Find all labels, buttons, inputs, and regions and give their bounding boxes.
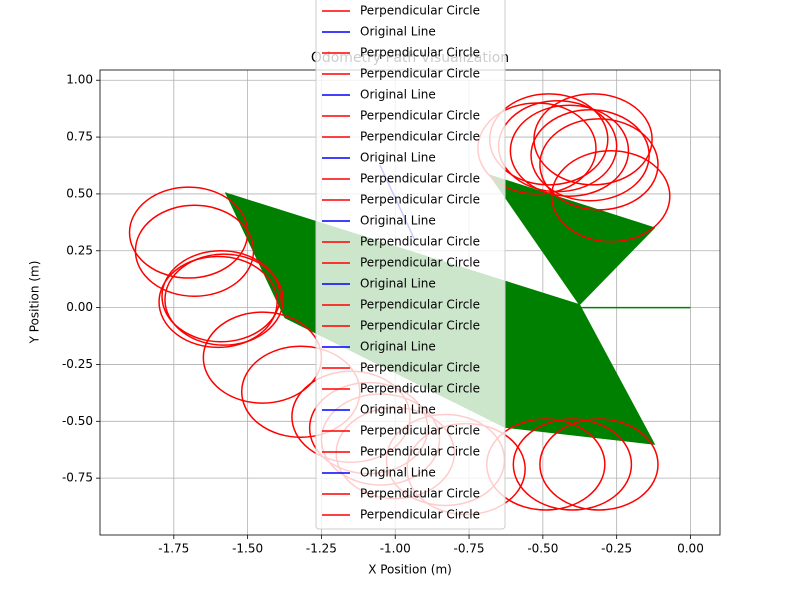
- perpendicular-circle: [161, 250, 281, 343]
- x-axis-label: X Position (m): [368, 563, 452, 577]
- fan-area: [488, 174, 656, 306]
- legend-label: Perpendicular Circle: [360, 109, 480, 123]
- legend-label: Perpendicular Circle: [360, 487, 480, 501]
- perpendicular-circle: [158, 255, 278, 349]
- legend: Perpendicular Circle Original Line Perpend…: [315, 0, 506, 530]
- legend-label: Perpendicular Circle: [360, 235, 480, 249]
- y-tick-label: -0.25: [62, 357, 93, 371]
- legend-label: Perpendicular Circle: [360, 298, 480, 312]
- x-tick-label: -0.75: [454, 542, 485, 556]
- perpendicular-circle: [128, 186, 249, 279]
- legend-label: Original Line: [360, 277, 436, 291]
- legend-label: Perpendicular Circle: [360, 67, 480, 81]
- y-tick-label: 0.75: [66, 130, 93, 144]
- perpendicular-circle: [539, 418, 659, 511]
- x-tick-label: -1.75: [158, 542, 189, 556]
- ticks: -1.75 -1.50 -1.25 -1.00 -0.75 -0.50 -0.25 0.00 1…: [62, 73, 704, 556]
- perpendicular-circle: [512, 418, 633, 511]
- legend-label: Perpendicular Circle: [360, 382, 480, 396]
- legend-label: Original Line: [360, 403, 436, 417]
- legend-label: Original Line: [360, 151, 436, 165]
- legend-label: Original Line: [360, 88, 436, 102]
- x-tick-label: -1.25: [306, 542, 337, 556]
- perpendicular-circle: [164, 253, 284, 346]
- legend-label: Original Line: [360, 214, 436, 228]
- legend-label: Perpendicular Circle: [360, 256, 480, 270]
- legend-label: Perpendicular Circle: [360, 319, 480, 333]
- perpendicular-circle: [134, 204, 255, 297]
- y-tick-label: -0.50: [62, 414, 93, 428]
- y-tick-label: 0.25: [66, 243, 93, 257]
- legend-label: Perpendicular Circle: [360, 361, 480, 375]
- x-tick-label: 0.00: [677, 542, 704, 556]
- legend-label: Original Line: [360, 25, 436, 39]
- perpendicular-circle: [539, 118, 659, 211]
- x-tick-label: -0.50: [527, 542, 558, 556]
- x-tick-label: -1.50: [232, 542, 263, 556]
- perpendicular-circle: [509, 104, 630, 197]
- y-tick-label: -0.75: [62, 471, 93, 485]
- y-tick-label: 0.00: [66, 300, 93, 314]
- y-tick-label: 1.00: [66, 73, 93, 87]
- legend-label: Perpendicular Circle: [360, 172, 480, 186]
- legend-label: Original Line: [360, 466, 436, 480]
- legend-label: Perpendicular Circle: [360, 445, 480, 459]
- y-tick-label: 0.50: [66, 186, 93, 200]
- perpendicular-circle: [533, 93, 653, 186]
- perpendicular-circle: [550, 149, 671, 243]
- legend-label: Perpendicular Circle: [360, 508, 480, 522]
- legend-label: Original Line: [360, 340, 436, 354]
- legend-label: Perpendicular Circle: [360, 46, 480, 60]
- legend-label: Perpendicular Circle: [360, 193, 480, 207]
- legend-box: [315, 0, 506, 530]
- legend-label: Perpendicular Circle: [360, 424, 480, 438]
- legend-label: Perpendicular Circle: [360, 130, 480, 144]
- x-tick-label: -1.00: [380, 542, 411, 556]
- x-tick-label: -0.25: [601, 542, 632, 556]
- y-axis-label: Y Position (m): [28, 261, 42, 345]
- legend-label: Perpendicular Circle: [360, 4, 480, 18]
